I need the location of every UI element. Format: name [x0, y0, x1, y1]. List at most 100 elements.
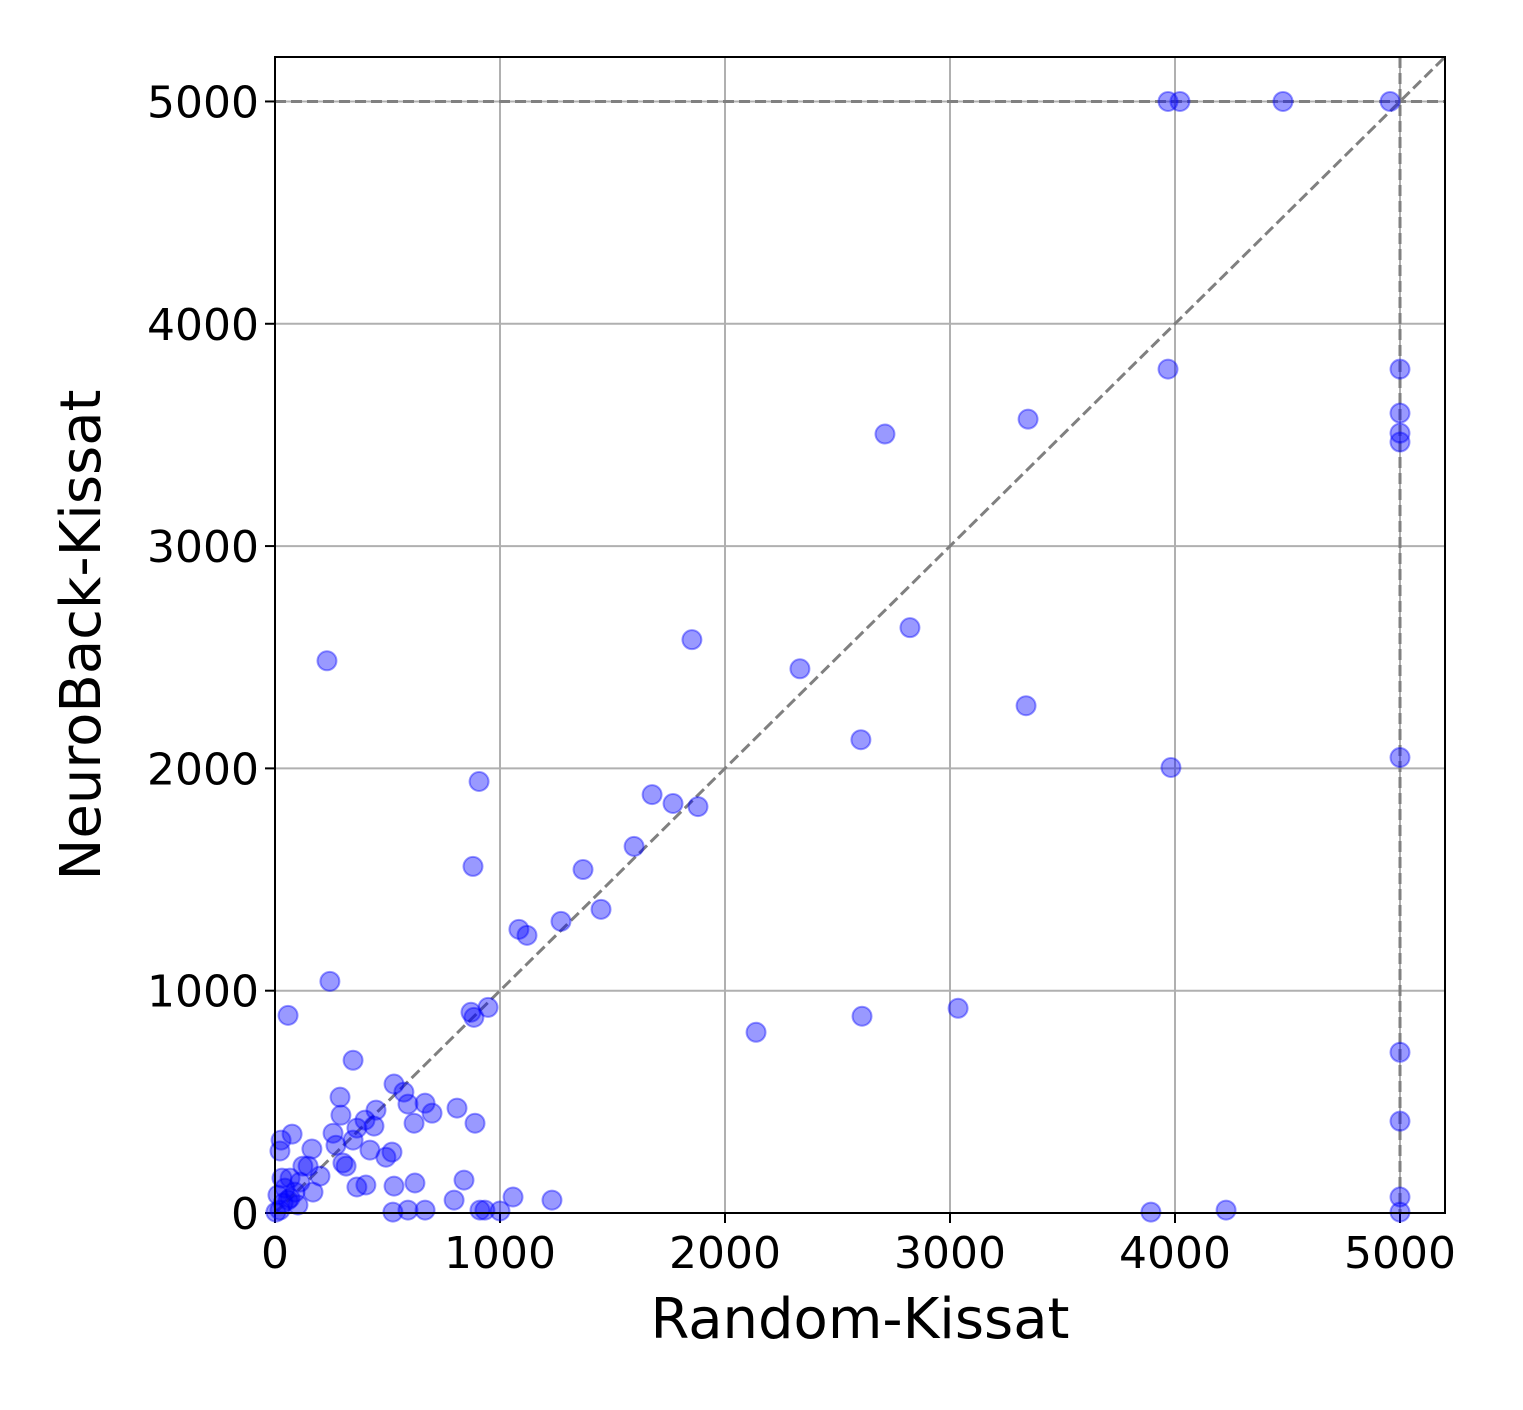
scatter-point: [687, 796, 709, 818]
scatter-point: [287, 1194, 309, 1216]
scatter-point: [641, 784, 663, 806]
x-tick-label: 3000: [894, 1228, 1006, 1279]
scatter-point: [284, 1181, 306, 1203]
scatter-point: [1157, 358, 1179, 380]
scatter-point: [414, 1199, 436, 1221]
scatter-point: [1160, 756, 1182, 778]
scatter-point: [346, 1117, 368, 1139]
scatter-point: [363, 1115, 385, 1137]
scatter-point: [309, 1165, 331, 1187]
scatter-point: [1015, 695, 1037, 717]
scatter-point: [460, 1001, 482, 1023]
scatter-point: [393, 1081, 415, 1103]
scatter-point: [397, 1199, 419, 1221]
scatter-point: [474, 1199, 496, 1221]
scatter-point: [745, 1021, 767, 1043]
scatter-point: [270, 1129, 292, 1151]
scatter-point: [277, 1189, 299, 1211]
scatter-point: [346, 1176, 368, 1198]
scatter-point: [359, 1139, 381, 1161]
y-tick-label: 4000: [147, 300, 259, 351]
y-tick-label: 1000: [147, 967, 259, 1018]
scatter-point: [1169, 90, 1191, 112]
scatter-point: [463, 1006, 485, 1028]
scatter-point: [1389, 431, 1411, 453]
diagonal-line: [273, 55, 1447, 1215]
scatter-point: [289, 1171, 311, 1193]
scatter-point: [414, 1092, 436, 1114]
scatter-point: [464, 1112, 486, 1134]
scatter-point: [468, 771, 490, 793]
scatter-point: [329, 1086, 351, 1108]
scatter-point: [1389, 358, 1411, 380]
x-tick-label: 4000: [1119, 1228, 1231, 1279]
scatter-point: [541, 1189, 563, 1211]
scatter-point: [397, 1093, 419, 1115]
scatter-point: [301, 1138, 323, 1160]
scatter-point: [1389, 422, 1411, 444]
scatter-point: [1389, 1110, 1411, 1132]
scatter-point: [269, 1140, 291, 1162]
x-tick-label: 2000: [669, 1228, 781, 1279]
scatter-point: [789, 658, 811, 680]
scatter-point: [662, 793, 684, 815]
scatter-point: [590, 898, 612, 920]
scatter-point: [1157, 90, 1179, 112]
scatter-point: [292, 1155, 314, 1177]
scatter-point: [403, 1112, 425, 1134]
scatter-point: [469, 1199, 491, 1221]
scatter-point: [342, 1049, 364, 1071]
scatter-point: [421, 1102, 443, 1124]
scatter-point: [316, 650, 338, 672]
x-tick-label: 1000: [444, 1228, 556, 1279]
scatter-point: [271, 1167, 293, 1189]
y-axis-label: NeuroBack-Kissat: [49, 390, 114, 881]
scatter-point: [375, 1146, 397, 1168]
scatter-point: [330, 1104, 352, 1126]
scatter-point: [899, 617, 921, 639]
scatter-point: [342, 1129, 364, 1151]
scatter-point: [365, 1099, 387, 1121]
y-tick-label: 5000: [147, 77, 259, 128]
scatter-point: [1215, 1199, 1237, 1221]
plot-frame: [274, 56, 1446, 1214]
scatter-point: [325, 1134, 347, 1156]
y-tick-label: 2000: [147, 744, 259, 795]
scatter-point: [355, 1174, 377, 1196]
scatter-point: [279, 1187, 301, 1209]
scatter-point: [477, 996, 499, 1018]
scatter-point: [502, 1186, 524, 1208]
scatter-point: [1272, 90, 1294, 112]
scatter-point: [1389, 402, 1411, 424]
scatter-point: [281, 1123, 303, 1145]
scatter-point: [851, 1005, 873, 1027]
scatter-point: [850, 729, 872, 751]
scatter-point: [383, 1175, 405, 1197]
scatter-point: [462, 855, 484, 877]
scatter-point: [446, 1097, 468, 1119]
scatter-point: [1379, 90, 1401, 112]
scatter-point: [453, 1169, 475, 1191]
scatter-point: [302, 1181, 324, 1203]
y-tick-label: 3000: [147, 522, 259, 573]
scatter-point: [354, 1109, 376, 1131]
scatter-point: [332, 1152, 354, 1174]
x-tick-label: 5000: [1344, 1228, 1456, 1279]
scatter-point: [383, 1073, 405, 1095]
scatter-point: [572, 859, 594, 881]
scatter-point: [279, 1167, 301, 1189]
scatter-point: [874, 423, 896, 445]
scatter-point: [335, 1155, 357, 1177]
y-tick-label: 0: [231, 1189, 259, 1240]
scatter-point: [381, 1141, 403, 1163]
scatter-point: [319, 970, 341, 992]
scatter-point: [404, 1172, 426, 1194]
scatter-point: [508, 918, 530, 940]
scatter-point: [516, 924, 538, 946]
scatter-point: [297, 1155, 319, 1177]
scatter-point: [1389, 746, 1411, 768]
scatter-point: [277, 1004, 299, 1026]
scatter-point: [550, 910, 572, 932]
scatter-point: [443, 1189, 465, 1211]
